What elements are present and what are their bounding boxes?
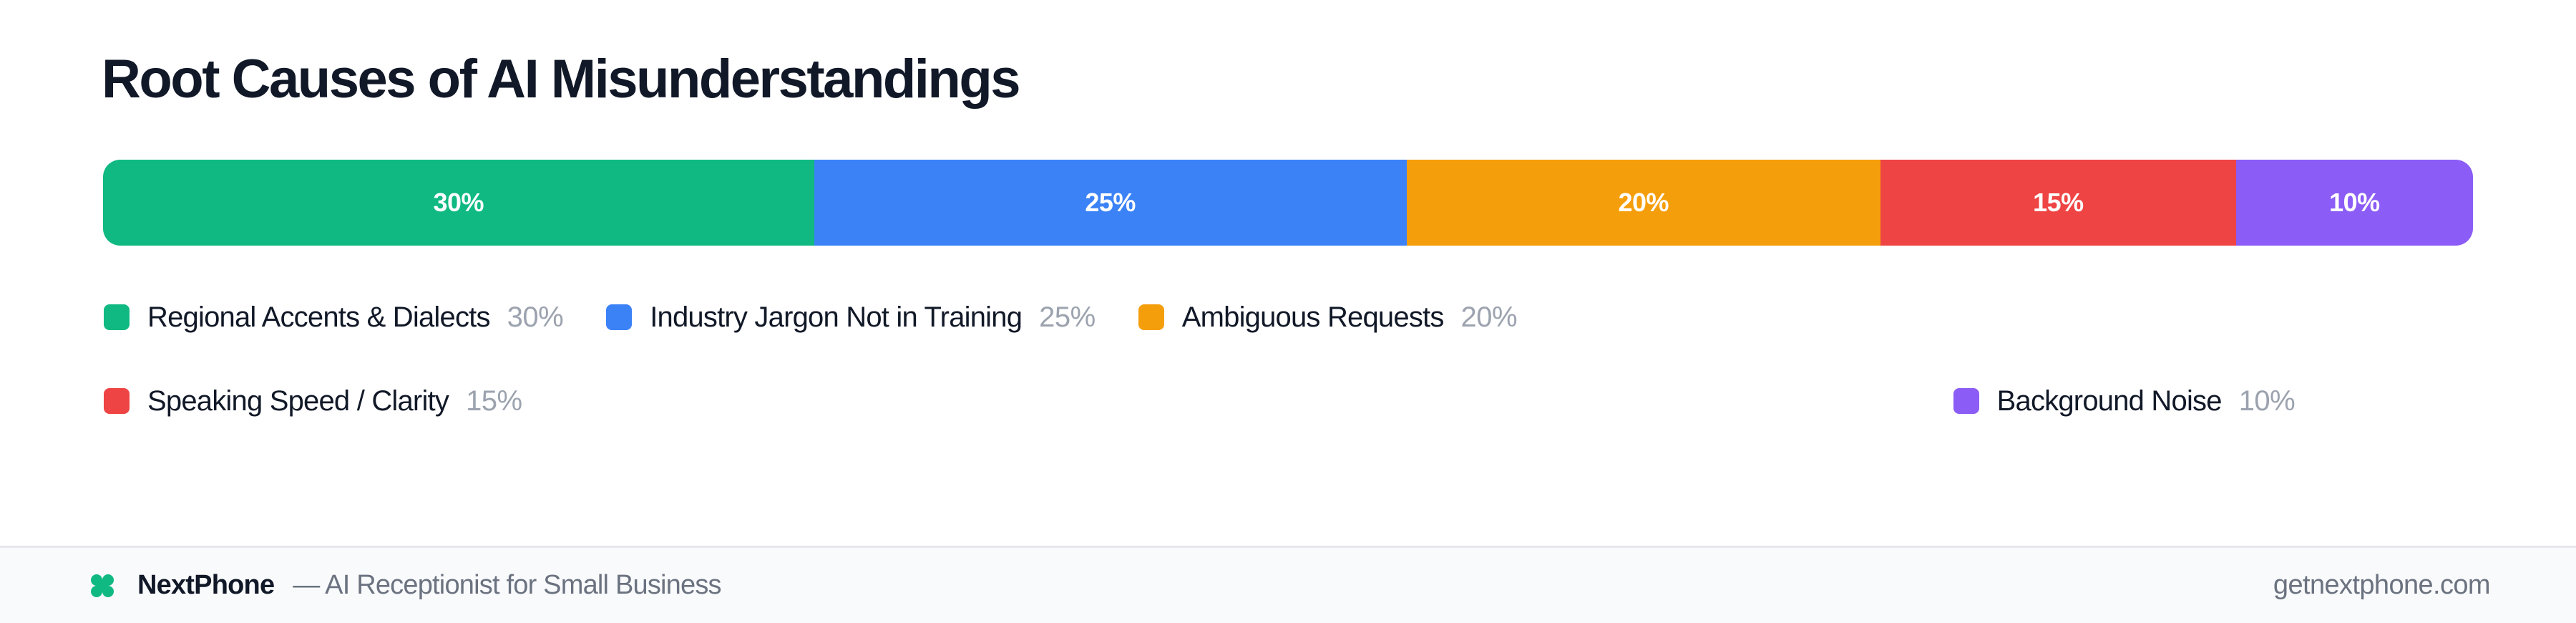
legend-label: Ambiguous Requests bbox=[1181, 301, 1445, 333]
legend-item-ambiguous-requests: Ambiguous Requests 20% bbox=[1138, 296, 1518, 339]
clover-x-icon bbox=[91, 574, 114, 597]
legend-swatch bbox=[104, 304, 130, 330]
legend-swatch bbox=[1953, 388, 1979, 414]
bar-segment-regional-accents: 30% bbox=[103, 160, 814, 246]
legend-item-industry-jargon: Industry Jargon Not in Training 25% bbox=[606, 296, 1096, 339]
legend-percent: 20% bbox=[1460, 301, 1518, 333]
legend-item-speaking-speed: Speaking Speed / Clarity 15% bbox=[104, 380, 522, 422]
legend-label: Industry Jargon Not in Training bbox=[650, 301, 1023, 333]
legend-item-regional-accents: Regional Accents & Dialects 30% bbox=[104, 296, 564, 339]
brand-name: NextPhone bbox=[137, 570, 275, 600]
bar-segment-ambiguous-requests: 20% bbox=[1406, 160, 1880, 246]
legend-percent: 10% bbox=[2238, 385, 2296, 417]
legend: Regional Accents & Dialects 30% Industry… bbox=[104, 296, 2465, 422]
legend-item-background-noise: Background Noise 10% bbox=[1953, 380, 2296, 422]
segment-label: 25% bbox=[1085, 188, 1136, 217]
bar-segment-speaking-speed: 15% bbox=[1880, 160, 2236, 246]
segment-label: 30% bbox=[433, 188, 484, 217]
legend-label: Background Noise bbox=[1996, 385, 2223, 417]
legend-percent: 15% bbox=[466, 385, 522, 417]
legend-label: Speaking Speed / Clarity bbox=[147, 385, 449, 417]
legend-percent: 30% bbox=[507, 301, 564, 333]
bar-segment-background-noise: 10% bbox=[2235, 160, 2473, 246]
segment-label: 15% bbox=[2033, 188, 2084, 217]
legend-swatch bbox=[606, 304, 633, 330]
brand-tagline: — AI Receptionist for Small Business bbox=[293, 570, 721, 600]
stacked-bar: 30% 25% 20% 15% 10% bbox=[103, 160, 2473, 246]
legend-label: Regional Accents & Dialects bbox=[147, 301, 490, 333]
website-link[interactable]: getnextphone.com bbox=[2273, 570, 2491, 600]
segment-label: 20% bbox=[1618, 188, 1669, 217]
footer-brand: NextPhone — AI Receptionist for Small Bu… bbox=[90, 548, 722, 623]
chart-title: Root Causes of AI Misunderstandings bbox=[102, 49, 1021, 110]
segment-label: 10% bbox=[2329, 188, 2380, 217]
legend-swatch bbox=[1138, 304, 1164, 330]
bar-segment-industry-jargon: 25% bbox=[814, 160, 1407, 246]
legend-swatch bbox=[104, 388, 130, 414]
footer: NextPhone — AI Receptionist for Small Bu… bbox=[0, 546, 2576, 623]
legend-percent: 25% bbox=[1039, 301, 1096, 333]
